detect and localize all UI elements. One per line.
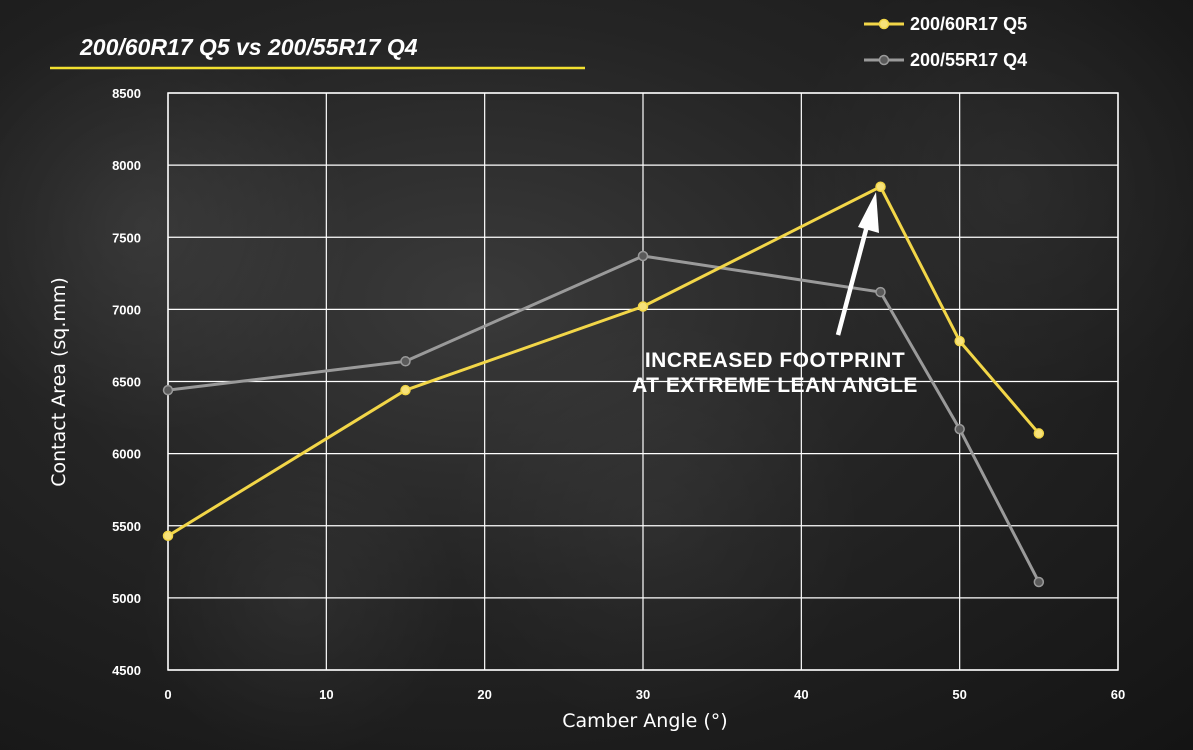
- x-tick-label: 40: [794, 687, 808, 702]
- y-tick-label: 4500: [112, 663, 141, 678]
- y-tick-label: 5000: [112, 591, 141, 606]
- data-point: [637, 301, 649, 312]
- x-tick-label: 50: [952, 687, 966, 702]
- series-line-1: [167, 254, 1041, 583]
- x-tick-label: 30: [636, 687, 650, 702]
- legend-label: 200/55R17 Q4: [910, 50, 1027, 70]
- legend-swatch-marker: [878, 54, 890, 66]
- x-tick-label: 20: [477, 687, 491, 702]
- annotation-arrow-head: [858, 192, 879, 233]
- y-tick-label: 7500: [112, 230, 141, 245]
- data-point: [162, 384, 174, 396]
- data-point: [1033, 576, 1045, 588]
- data-point: [954, 335, 965, 347]
- data-point: [637, 250, 649, 262]
- data-point: [875, 181, 886, 193]
- data-point: [400, 384, 411, 396]
- y-axis-label: Contact Area (sq.mm): [48, 277, 70, 487]
- data-point: [1033, 428, 1045, 439]
- x-tick-label: 60: [1111, 687, 1125, 702]
- y-tick-label: 8500: [112, 86, 141, 101]
- annotation: INCREASED FOOTPRINT AT EXTREME LEAN ANGL…: [632, 192, 918, 397]
- y-tick-label: 5500: [112, 519, 141, 534]
- annotation-arrow-shaft: [835, 225, 870, 336]
- series-layer: [162, 181, 1045, 588]
- x-tick-label: 10: [319, 687, 333, 702]
- y-tick-label: 6500: [112, 375, 141, 390]
- data-point: [400, 356, 411, 367]
- x-tick-label: 0: [164, 687, 171, 702]
- data-point: [162, 530, 174, 542]
- y-tick-label: 6000: [112, 447, 141, 462]
- y-tick-label: 8000: [112, 158, 141, 173]
- series-line-0: [167, 185, 1040, 538]
- legend: 200/60R17 Q5 200/55R17 Q4: [864, 14, 1027, 70]
- legend-label: 200/60R17 Q5: [910, 14, 1027, 34]
- grid-lines: [167, 92, 1119, 671]
- data-point: [875, 286, 886, 298]
- x-axis-label: Camber Angle (°): [562, 710, 727, 732]
- y-tick-label: 7000: [112, 302, 141, 317]
- y-axis-ticks: 4500 5000 5500 6000 6500 7000 7500 8000 8500: [112, 86, 141, 678]
- x-axis-ticks: 0 10 20 30 40 50 60: [164, 687, 1125, 702]
- annotation-line-1: INCREASED FOOTPRINT: [645, 349, 905, 372]
- chart-title: 200/60R17 Q5 vs 200/55R17 Q4: [79, 34, 418, 60]
- annotation-line-2: AT EXTREME LEAN ANGLE: [632, 374, 918, 397]
- legend-swatch-marker: [878, 18, 890, 30]
- data-point: [954, 423, 965, 435]
